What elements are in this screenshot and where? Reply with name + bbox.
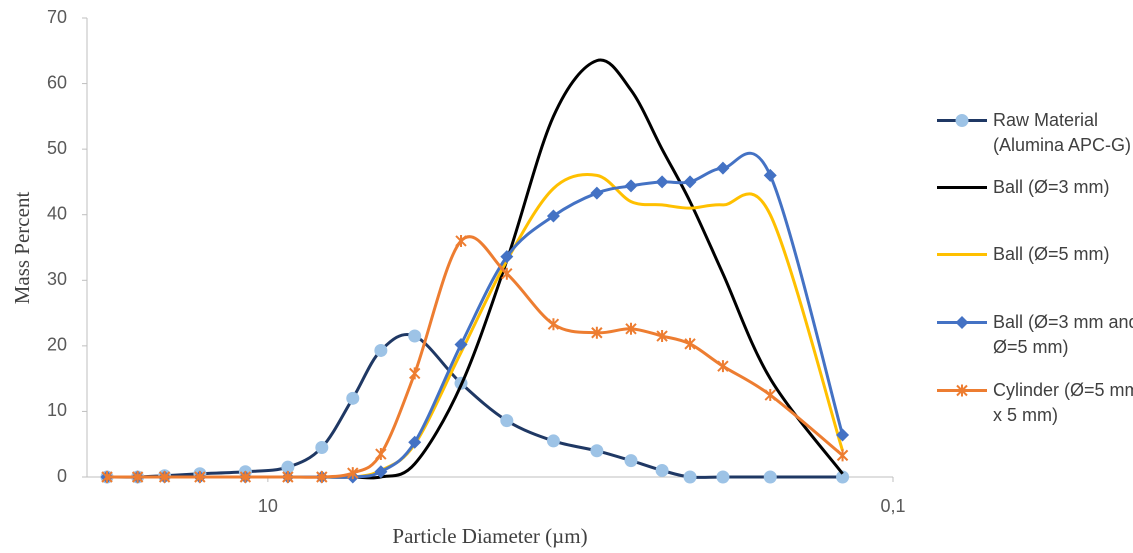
legend-item: Ball (Ø=3 mm and Ø=5 mm) [935, 310, 1133, 360]
marker [316, 471, 328, 483]
y-tick-label: 20 [47, 335, 67, 355]
marker [716, 470, 730, 484]
marker [684, 337, 696, 350]
marker [409, 367, 421, 380]
marker [501, 267, 513, 280]
legend-swatch [937, 186, 987, 189]
y-axis-title: Mass Percent [10, 192, 34, 305]
marker [763, 168, 777, 182]
y-tick-label: 50 [47, 138, 67, 158]
marker [656, 330, 668, 343]
marker [716, 161, 730, 175]
x-tick-label: 10 [258, 496, 278, 516]
legend-item: Ball (Ø=5 mm) [935, 242, 1133, 267]
marker [836, 449, 849, 462]
marker [408, 435, 422, 449]
marker [546, 434, 560, 448]
y-tick-label: 70 [47, 7, 67, 27]
marker [346, 391, 360, 405]
marker [717, 360, 729, 373]
marker [624, 179, 638, 193]
marker [455, 234, 467, 247]
marker [282, 471, 294, 483]
legend-item: Raw Material (Alumina APC-G) [935, 108, 1133, 158]
legend-marker [955, 114, 969, 127]
legend-marker [956, 384, 968, 397]
x-tick-label: 0,1 [880, 496, 905, 516]
marker [764, 389, 776, 402]
series-line [107, 333, 843, 479]
series-line [107, 173, 844, 479]
marker [281, 460, 295, 474]
y-tick-label: 30 [47, 269, 67, 289]
legend-swatch [937, 114, 987, 127]
legend-label: Ball (Ø=3 mm) [993, 177, 1110, 197]
marker [194, 471, 206, 483]
marker [500, 250, 514, 264]
marker [315, 440, 329, 454]
marker [375, 448, 387, 461]
marker [454, 338, 468, 352]
series-line [107, 235, 844, 479]
marker [500, 414, 514, 428]
marker [836, 470, 850, 484]
marker [763, 470, 777, 484]
legend-label: Raw Material (Alumina APC-G) [993, 110, 1132, 155]
marker [683, 470, 697, 484]
marker [239, 471, 252, 483]
legend-marker [955, 316, 969, 329]
y-tick-label: 60 [47, 72, 67, 92]
legend-item: Ball (Ø=3 mm) [935, 175, 1133, 200]
legend-swatch [937, 253, 987, 256]
marker [625, 322, 637, 335]
legend-swatch [937, 316, 987, 329]
y-tick-label: 0 [57, 466, 67, 486]
marker [655, 463, 669, 477]
marker [655, 175, 669, 189]
legend-label: Ball (Ø=3 mm and Ø=5 mm) [993, 312, 1133, 357]
marker [131, 471, 144, 483]
marker [590, 444, 604, 458]
marker [624, 454, 638, 468]
marker [408, 329, 422, 343]
legend-item: Cylinder (Ø=5 mm x 5 mm) [935, 378, 1133, 428]
marker [158, 471, 171, 483]
marker [347, 467, 359, 480]
legend-label: Ball (Ø=5 mm) [993, 244, 1110, 264]
x-axis-title: Particle Diameter (µm) [392, 524, 587, 548]
marker [836, 428, 850, 442]
marker [591, 326, 603, 339]
legend-swatch [937, 384, 987, 397]
y-tick-label: 40 [47, 203, 67, 223]
marker [683, 175, 697, 189]
marker [374, 343, 388, 357]
marker [547, 318, 560, 331]
marker [590, 186, 604, 200]
marker [546, 209, 560, 223]
series-line [107, 58, 844, 480]
y-tick-label: 10 [47, 400, 67, 420]
marker [101, 471, 113, 483]
legend-label: Cylinder (Ø=5 mm x 5 mm) [993, 380, 1133, 425]
marker [374, 465, 388, 479]
